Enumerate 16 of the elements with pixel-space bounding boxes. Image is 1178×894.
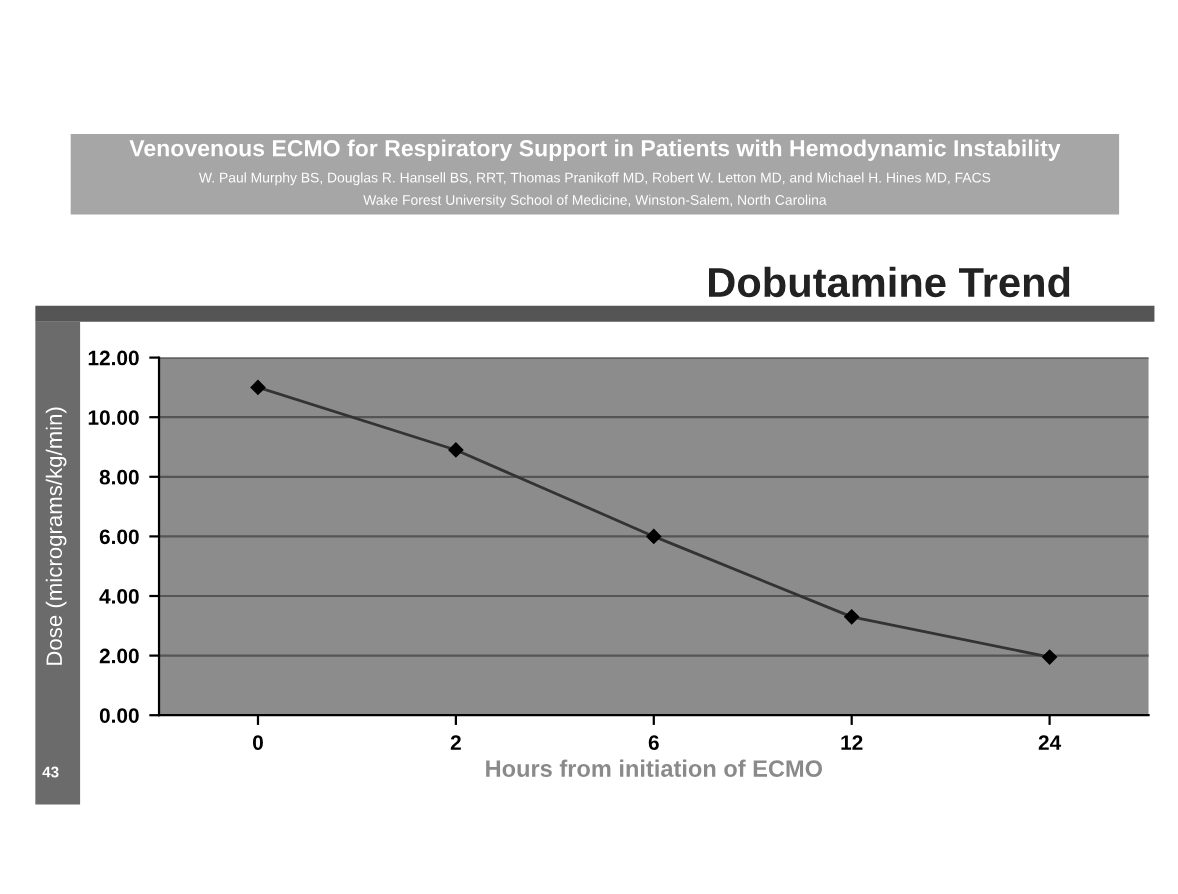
- y-tick-label: 10.00: [88, 410, 139, 425]
- x-axis-title: Hours from initiation of ECMO: [486, 759, 823, 777]
- y-tick-label: 4.00: [99, 589, 139, 604]
- y-axis-title: Dose (micrograms/kg/min): [45, 407, 67, 665]
- y-tick-label: 2.00: [99, 648, 139, 664]
- y-tick-label: 6.00: [99, 529, 139, 545]
- x-tick-label: 24: [1038, 735, 1062, 750]
- y-tick-label: 8.00: [99, 469, 139, 485]
- y-tick-label: 12.00: [88, 350, 139, 366]
- y-tick-label: 0.00: [99, 708, 139, 723]
- x-tick-label: 12: [841, 735, 863, 750]
- chart-title: Dobutamine Trend: [709, 266, 1070, 298]
- x-tick-label: 6: [648, 735, 659, 750]
- text: Venovenous ECMO for Respiratory Support in Patients with Hemodynamic Instability: [129, 139, 1061, 161]
- x-tick-label: 0: [253, 735, 263, 750]
- x-tick-label: 2: [450, 735, 461, 750]
